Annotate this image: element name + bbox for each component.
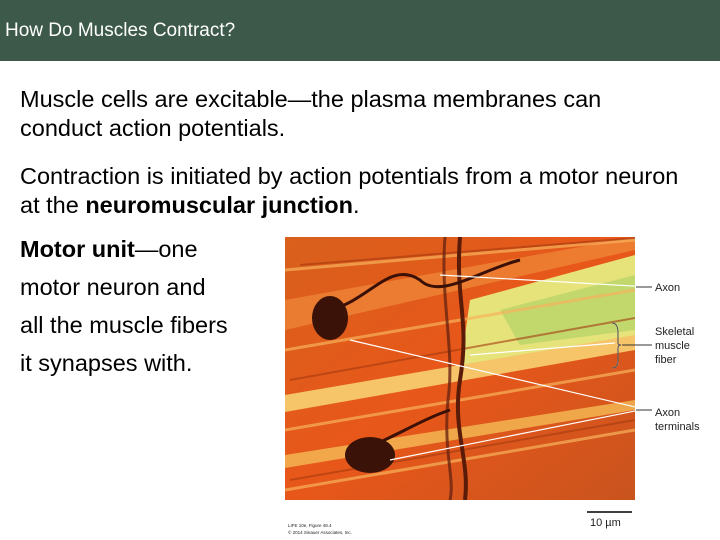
- paragraph: Contraction is initiated by action poten…: [20, 162, 700, 220]
- leader-lines: [349, 274, 651, 461]
- figure-labels: Axon Skeletal muscle fiber Axon terminal…: [288, 282, 700, 535]
- label-terminals: Axon: [655, 407, 680, 419]
- label-terminals: terminals: [655, 421, 700, 433]
- header-bar: How Do Muscles Contract?: [0, 0, 720, 61]
- bold-text: neuromuscular junction: [85, 192, 353, 218]
- text-run: Muscle cells are excitable—the plasma me…: [20, 86, 602, 141]
- scale-bar-label: 10 µm: [590, 517, 621, 529]
- label-axon: Axon: [655, 282, 680, 294]
- header-title: How Do Muscles Contract?: [5, 20, 236, 41]
- text-line: motor neuron and: [20, 274, 206, 300]
- text-line: —one: [134, 236, 198, 262]
- micrograph: [285, 237, 635, 500]
- text-line: all the muscle fibers: [20, 312, 228, 338]
- label-fiber: Skeletal: [655, 326, 694, 338]
- credit: LIFE 10e, Figure 48.4: [288, 523, 332, 528]
- term: Motor unit: [20, 236, 135, 262]
- label-fiber: muscle: [655, 340, 690, 352]
- text-line: it synapses with.: [20, 350, 193, 376]
- label-fiber: fiber: [655, 354, 677, 366]
- paragraph: Muscle cells are excitable—the plasma me…: [20, 85, 680, 143]
- definition: Motor unit—one motor neuron and all the mu…: [20, 230, 290, 382]
- text-run: Contraction is initiated by action poten…: [20, 163, 679, 218]
- text-run: .: [353, 192, 360, 218]
- credit: © 2014 Sinauer Associates, Inc.: [288, 529, 352, 535]
